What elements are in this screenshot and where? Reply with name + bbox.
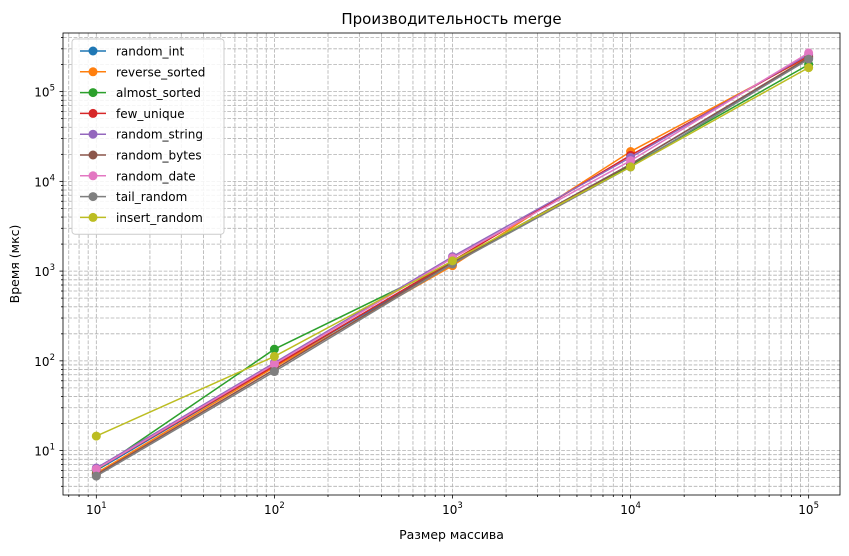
legend-label: few_unique — [116, 107, 185, 121]
x-tick-label: 104 — [620, 501, 641, 517]
axis-ticks: 101 102 103 104 105 101 102 103 104 105 — [34, 37, 819, 517]
x-axis-label: Размер массива — [399, 527, 504, 542]
legend-swatch-marker — [88, 108, 98, 118]
data-point — [804, 48, 814, 58]
legend-label: reverse_sorted — [116, 65, 205, 79]
legend-label: almost_sorted — [116, 86, 201, 100]
data-point — [91, 464, 101, 474]
series-insert_random — [91, 63, 814, 441]
x-tick-label: 102 — [264, 501, 285, 517]
legend-item: random_int — [80, 45, 184, 59]
y-tick-label: 102 — [34, 353, 55, 369]
y-tick-label: 101 — [34, 443, 55, 459]
legend-item: almost_sorted — [80, 86, 201, 100]
legend-swatch-marker — [88, 67, 98, 77]
legend-label: random_bytes — [116, 149, 202, 163]
legend-label: insert_random — [116, 211, 203, 225]
y-axis-label: Время (мкс) — [7, 225, 22, 304]
data-point — [91, 431, 101, 441]
data-point — [269, 359, 279, 369]
data-point — [269, 351, 279, 361]
data-point — [269, 344, 279, 354]
legend: random_int reverse_sorted almost_sortedfew… — [71, 38, 225, 235]
data-point — [626, 156, 636, 166]
legend-label: random_date — [116, 169, 196, 183]
y-tick-label: 104 — [34, 173, 55, 189]
legend-label: random_string — [116, 128, 203, 142]
data-point — [804, 63, 814, 73]
x-tick-label: 103 — [442, 501, 463, 517]
legend-swatch-marker — [88, 88, 98, 98]
plot-frame — [62, 32, 841, 496]
legend-item: tail_random — [80, 190, 187, 204]
legend-swatch-marker — [88, 192, 98, 202]
legend-box — [71, 38, 225, 235]
y-tick-label: 105 — [34, 84, 55, 100]
data-point — [91, 471, 101, 481]
data-point — [447, 256, 457, 266]
legend-swatch-marker — [88, 129, 98, 139]
data-point — [626, 162, 636, 172]
data-point — [804, 54, 814, 64]
legend-label: tail_random — [116, 190, 187, 204]
legend-label: random_int — [116, 45, 184, 59]
legend-swatch-marker — [88, 150, 98, 160]
legend-item: few_unique — [80, 107, 185, 121]
series-layer — [91, 48, 814, 481]
legend-item: reverse_sorted — [80, 65, 205, 79]
legend-item: random_bytes — [80, 149, 202, 163]
x-tick-label: 105 — [798, 501, 819, 517]
y-tick-label: 103 — [34, 263, 55, 279]
data-point — [269, 367, 279, 377]
legend-swatch-marker — [88, 212, 98, 222]
chart-title: Производительность merge — [341, 10, 561, 28]
legend-swatch-marker — [88, 46, 98, 56]
x-tick-label: 101 — [86, 501, 107, 517]
legend-swatch-marker — [88, 171, 98, 181]
legend-item: random_date — [80, 169, 196, 183]
legend-item: insert_random — [80, 211, 203, 225]
legend-item: random_string — [80, 128, 203, 142]
